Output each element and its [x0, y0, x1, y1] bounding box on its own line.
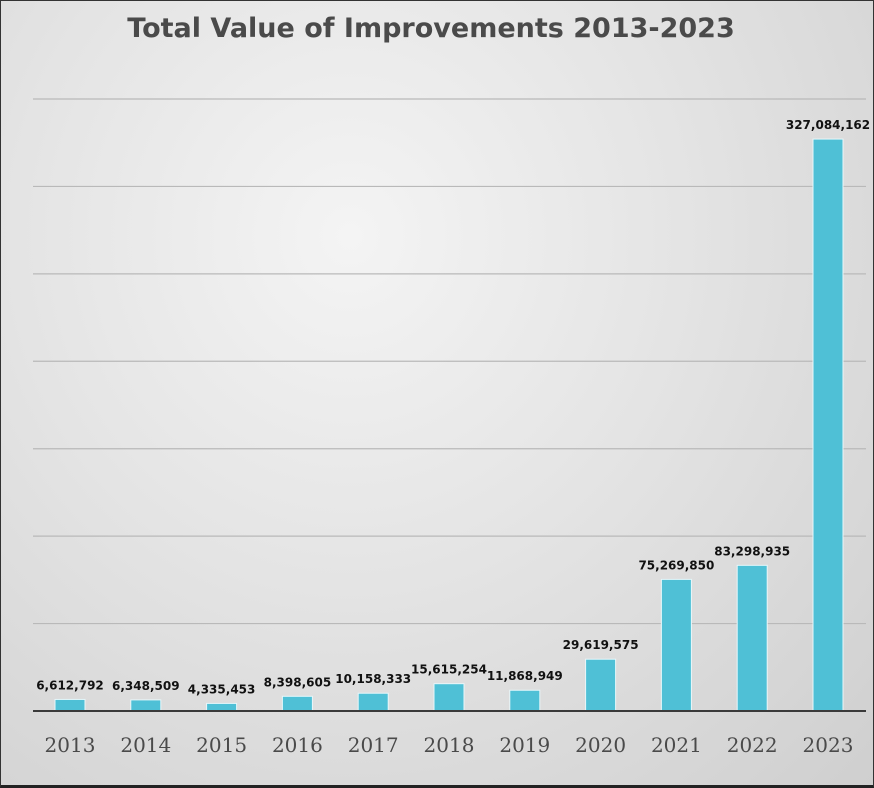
bar-2023 [812, 138, 844, 712]
data-label-2020: 29,619,575 [563, 638, 639, 652]
x-tick-label-2013: 2013 [45, 733, 96, 757]
x-tick-label-2016: 2016 [272, 733, 323, 757]
data-label-2016: 8,398,605 [264, 675, 332, 689]
x-tick-label-2014: 2014 [120, 733, 171, 757]
data-label-2023: 327,084,162 [786, 118, 870, 132]
x-tick-label-2015: 2015 [196, 733, 247, 757]
bar-2015 [206, 702, 238, 712]
x-tick-label-2017: 2017 [348, 733, 399, 757]
x-tick-label-2018: 2018 [424, 733, 475, 757]
data-label-2021: 75,269,850 [638, 558, 714, 572]
bar-2013 [54, 698, 86, 712]
data-label-2022: 83,298,935 [714, 544, 790, 558]
bar-2014 [130, 699, 162, 712]
data-label-2015: 4,335,453 [188, 682, 256, 696]
data-label-2017: 10,158,333 [335, 672, 411, 686]
chart-title: Total Value of Improvements 2013-2023 [127, 13, 735, 44]
x-tick-label-2021: 2021 [651, 733, 702, 757]
data-label-2018: 15,615,254 [411, 663, 487, 677]
bar-2021 [660, 578, 692, 712]
x-tick-label-2019: 2019 [499, 733, 550, 757]
data-label-2014: 6,348,509 [112, 679, 180, 693]
bar-2020 [585, 658, 617, 712]
data-label-2019: 11,868,949 [487, 669, 563, 683]
data-label-2013: 6,612,792 [36, 678, 104, 692]
x-tick-label-2020: 2020 [575, 733, 626, 757]
bar-2017 [357, 692, 389, 712]
bar-2016 [281, 695, 313, 712]
bar-2019 [509, 689, 541, 712]
bar-2022 [736, 564, 768, 712]
x-tick-label-2022: 2022 [727, 733, 778, 757]
x-tick-label-2023: 2023 [803, 733, 854, 757]
bar-2018 [433, 683, 465, 712]
